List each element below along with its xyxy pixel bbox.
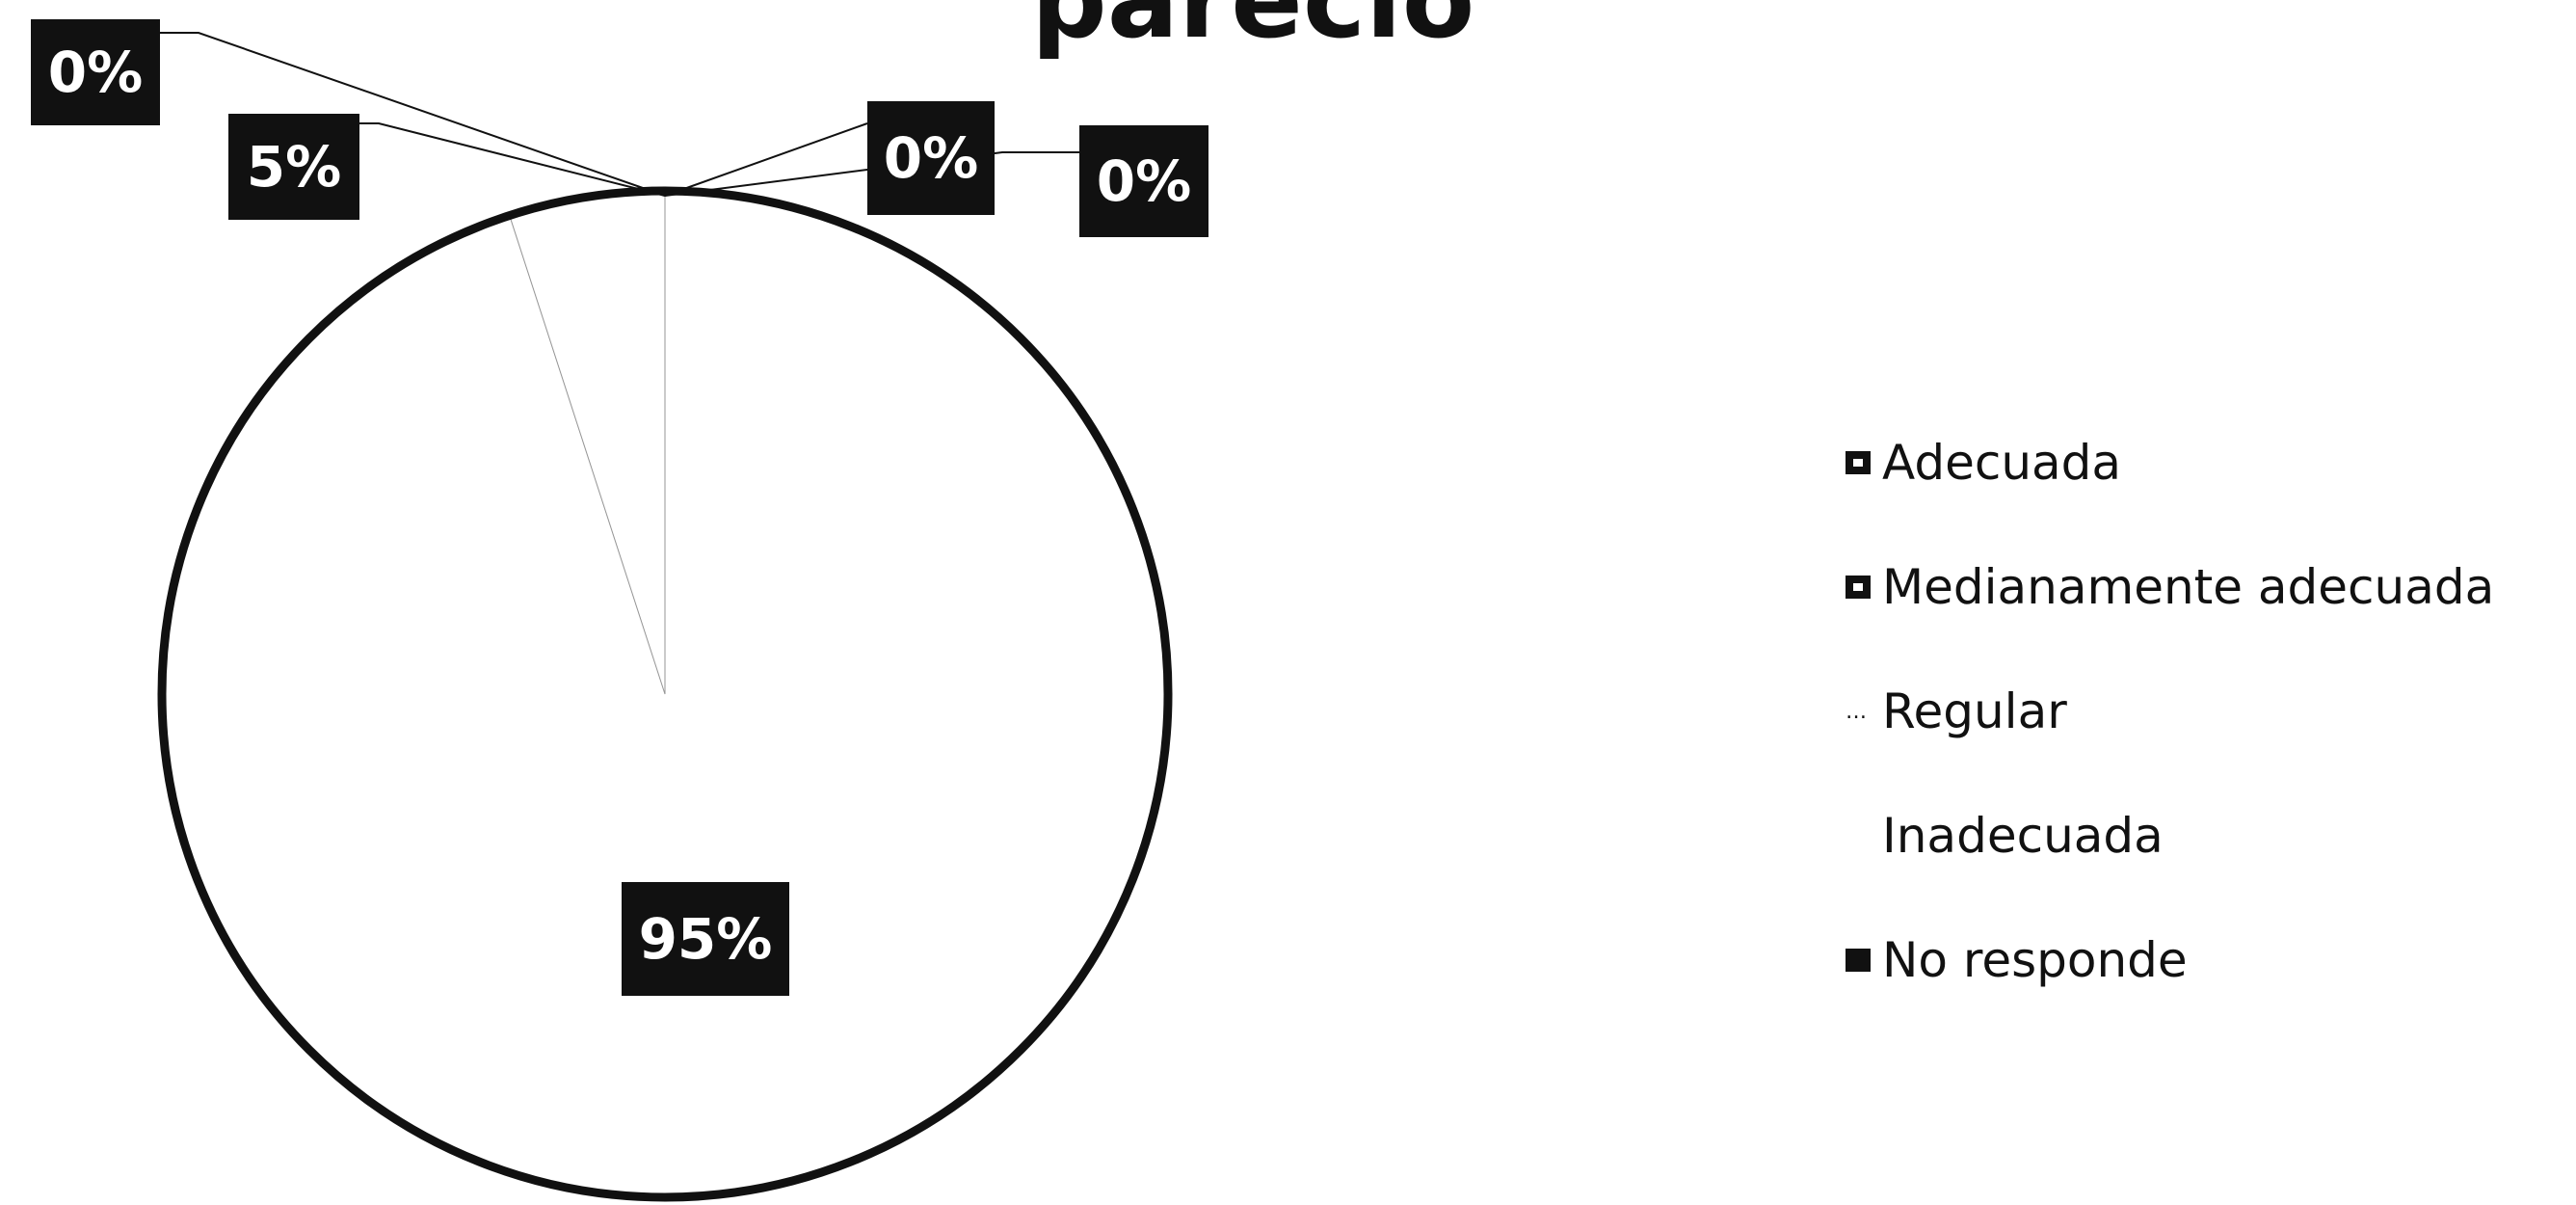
chart-title: pareció [1031, 0, 1474, 62]
pie-outline [157, 186, 1173, 1202]
legend-item-medianamente-adecuada: Medianamente adecuada [1846, 524, 2494, 649]
filled-square-icon [1846, 948, 1871, 972]
data-label-box [1079, 125, 1208, 237]
legend-label: No responde [1882, 931, 2188, 988]
data-label-text: 0% [1097, 148, 1191, 214]
legend-item-no-responde: No responde [1846, 897, 2494, 1022]
legend-label: Adecuada [1882, 434, 2122, 491]
data-label-text: 0% [884, 125, 978, 191]
legend-label: Medianamente adecuada [1882, 558, 2495, 615]
data-labels: 0% 0% 95% 0% 5% [31, 19, 1208, 996]
data-label-text: 5% [247, 134, 341, 200]
hollow-square-icon [1846, 450, 1871, 474]
legend-item-inadecuada: Inadecuada [1846, 773, 2494, 897]
legend-label: Regular [1882, 683, 2067, 739]
data-label-box [31, 19, 160, 125]
data-label-no-responde: 5% [228, 114, 359, 220]
legend-item-adecuada: Adecuada [1846, 400, 2494, 524]
leader-line-medianamente-adecuada [664, 151, 1079, 197]
blank-swatch-icon [1846, 824, 1871, 847]
data-label-text: 95% [639, 906, 773, 972]
hollow-square-icon [1846, 575, 1871, 599]
label-leader-lines [160, 32, 1079, 197]
pie-slice-no-responde [509, 190, 666, 695]
legend: Adecuada Medianamente adecuada ․‥ Regula… [1846, 400, 2494, 1022]
data-label-box [228, 114, 359, 220]
data-label-adecuada: 0% [867, 101, 995, 215]
data-label-box [867, 101, 995, 215]
data-label-text: 0% [48, 40, 143, 105]
leader-line-inadecuada [160, 32, 666, 197]
data-label-regular: 95% [622, 882, 789, 996]
data-label-box [622, 882, 789, 996]
dots-pattern-icon: ․‥ [1846, 698, 1868, 723]
leader-line-adecuada [664, 122, 868, 197]
data-label-inadecuada: 0% [31, 19, 160, 125]
pie-slices [157, 186, 1173, 1202]
pie-slice-regular [161, 190, 1169, 1198]
legend-label: Inadecuada [1882, 807, 2164, 864]
data-label-medianamente-adecuada: 0% [1079, 125, 1208, 237]
legend-item-regular: ․‥ Regular [1846, 649, 2494, 773]
leader-line-no-responde [359, 122, 666, 197]
